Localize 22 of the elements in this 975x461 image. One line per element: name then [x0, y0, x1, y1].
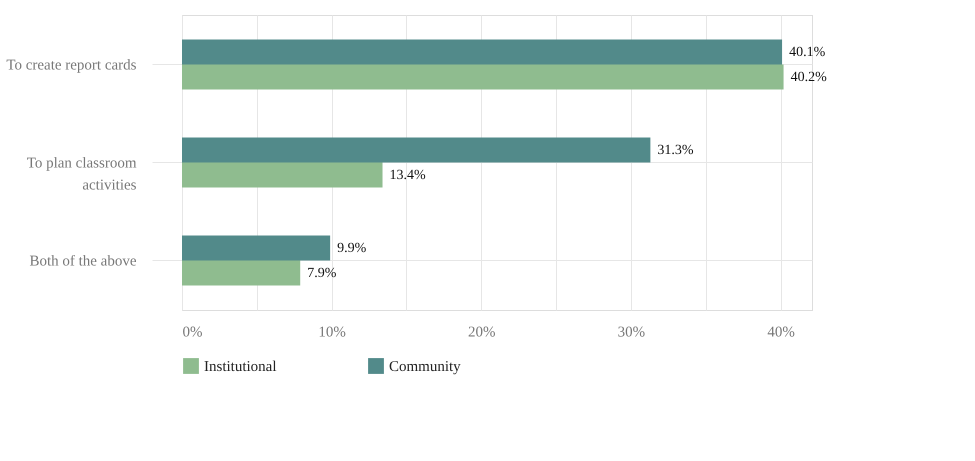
bar — [182, 138, 650, 162]
y-tick-label: To create report cards — [6, 57, 137, 74]
legend-label: Institutional — [204, 359, 276, 375]
y-tick-label: To plan classroom activities — [26, 156, 137, 194]
x-tick-label: 20% — [468, 324, 496, 340]
x-tick-label: 0% — [182, 324, 202, 340]
x-tick-label: 30% — [618, 324, 646, 340]
data-label: 31.3% — [657, 143, 694, 158]
data-label: 13.4% — [390, 168, 426, 183]
x-tick-label: 10% — [318, 324, 346, 340]
bar — [182, 64, 784, 90]
data-label: 40.1% — [789, 45, 826, 60]
data-label: 9.9% — [337, 241, 367, 256]
y-tick-label: Both of the above — [29, 254, 137, 270]
x-tick-label: 40% — [767, 324, 795, 340]
legend-label: Community — [389, 359, 462, 375]
bar — [182, 260, 300, 286]
data-label: 7.9% — [307, 266, 337, 282]
bar — [182, 162, 383, 188]
bar — [182, 236, 330, 261]
bar — [182, 40, 782, 64]
data-label: 40.2% — [790, 70, 828, 85]
